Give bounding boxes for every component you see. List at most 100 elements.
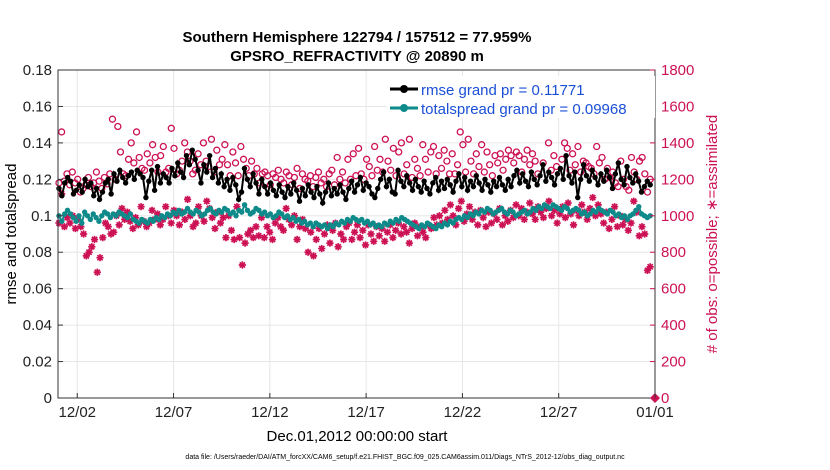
rmse-point — [218, 171, 224, 177]
totalspread-point — [444, 222, 451, 228]
assimilated-obs-point — [422, 234, 430, 242]
totalspread-point — [156, 216, 162, 223]
rmse-point — [502, 187, 508, 193]
rmse-point — [557, 165, 564, 172]
possible-obs-point — [114, 122, 122, 131]
assimilated-obs-point — [392, 226, 400, 234]
totalspread-point — [624, 216, 631, 223]
assimilated-obs-point — [531, 215, 539, 224]
assimilated-obs-point — [350, 228, 359, 236]
totalspread-point — [90, 211, 96, 217]
rmse-point — [224, 176, 230, 183]
assimilated-obs-point — [110, 228, 118, 236]
rmse-point — [189, 147, 195, 153]
rmse-point — [325, 180, 332, 186]
assimilated-obs-point — [301, 224, 309, 233]
rmse-point — [427, 191, 433, 197]
assimilated-obs-point — [101, 219, 110, 227]
assimilated-obs-point — [121, 215, 129, 224]
assimilated-obs-point — [271, 219, 279, 227]
series-layer — [55, 99, 660, 403]
totalspread-point — [73, 218, 79, 224]
assimilated-obs-point — [608, 215, 616, 224]
possible-obs-point — [456, 128, 464, 136]
rmse-point — [543, 178, 549, 184]
totalspread-point — [127, 211, 134, 217]
assimilated-obs-point — [517, 204, 526, 213]
x-tick-label: 12/17 — [347, 404, 385, 421]
rmse-line — [58, 149, 651, 207]
totalspread-point — [67, 211, 74, 217]
possible-obs-point — [475, 162, 483, 171]
assimilated-obs-point — [375, 232, 383, 240]
possible-obs-point — [234, 172, 242, 180]
possible-obs-point — [448, 150, 456, 158]
rmse-point — [592, 174, 598, 181]
rmse-point — [151, 187, 158, 193]
possible-obs-point — [253, 164, 261, 173]
rmse-point — [485, 182, 491, 188]
y-tick-label: 0.16 — [23, 98, 52, 115]
rmse-point — [346, 185, 352, 192]
possible-obs-point — [568, 150, 577, 158]
possible-obs-point — [116, 148, 125, 156]
rmse-point — [392, 191, 398, 197]
rmse-point — [470, 183, 477, 190]
totalspread-point — [347, 218, 353, 224]
possible-obs-point — [472, 150, 480, 158]
rmse-point — [140, 174, 146, 181]
possible-obs-point — [135, 153, 143, 162]
rmse-point — [166, 180, 172, 186]
rmse-point — [441, 185, 448, 192]
y-tick-label: 0.1 — [31, 208, 52, 225]
rmse-point — [267, 180, 274, 186]
assimilated-obs-point — [501, 212, 509, 220]
assimilated-obs-point — [504, 217, 512, 225]
assimilated-obs-point — [342, 223, 350, 231]
rmse-point — [79, 189, 85, 195]
possible-obs-point — [593, 142, 601, 151]
assimilated-obs-point — [90, 235, 99, 244]
series-assimilated-obs — [55, 190, 654, 276]
totalspread-point — [261, 209, 268, 215]
rmse-point — [172, 172, 178, 179]
assimilated-obs-point — [591, 212, 600, 220]
rmse-point — [496, 174, 503, 181]
possible-obs-point — [389, 144, 398, 153]
assimilated-obs-point — [498, 221, 506, 229]
totalspread-point — [81, 209, 88, 215]
assimilated-obs-point — [435, 212, 444, 220]
assimilated-obs-point — [537, 208, 545, 216]
assimilated-obs-point — [266, 228, 274, 236]
assimilated-obs-point — [397, 230, 405, 238]
possible-obs-point — [349, 150, 357, 158]
rmse-point — [438, 178, 445, 184]
totalspread-point — [190, 211, 196, 217]
assimilated-obs-point — [298, 215, 307, 224]
assimilated-obs-point — [334, 243, 342, 251]
totalspread-point — [450, 220, 456, 226]
y-tick-label: 0.08 — [23, 244, 52, 261]
rmse-point — [462, 174, 468, 181]
assimilated-obs-point — [329, 226, 337, 234]
totalspread-point — [533, 207, 539, 214]
possible-obs-point — [531, 157, 539, 165]
rmse-point — [319, 200, 326, 206]
totalspread-point — [538, 205, 545, 212]
rmse-point — [398, 178, 404, 184]
rmse-point — [111, 171, 117, 177]
assimilated-obs-point — [79, 230, 88, 238]
possible-obs-point — [194, 150, 202, 158]
assimilated-obs-point — [192, 219, 200, 227]
rmse-point — [511, 172, 517, 179]
totalspread-point — [239, 209, 245, 215]
rmse-point — [337, 182, 343, 188]
assimilated-obs-point — [227, 226, 236, 234]
possible-obs-point — [381, 135, 389, 143]
assimilated-obs-point — [162, 203, 170, 211]
rmse-point — [551, 182, 558, 188]
y2-axis-label: # of obs: o=possible; ∗=assimilated — [704, 115, 721, 354]
possible-obs-point — [231, 159, 240, 167]
assimilated-obs-point — [219, 214, 227, 222]
totalspread-point — [481, 209, 488, 215]
